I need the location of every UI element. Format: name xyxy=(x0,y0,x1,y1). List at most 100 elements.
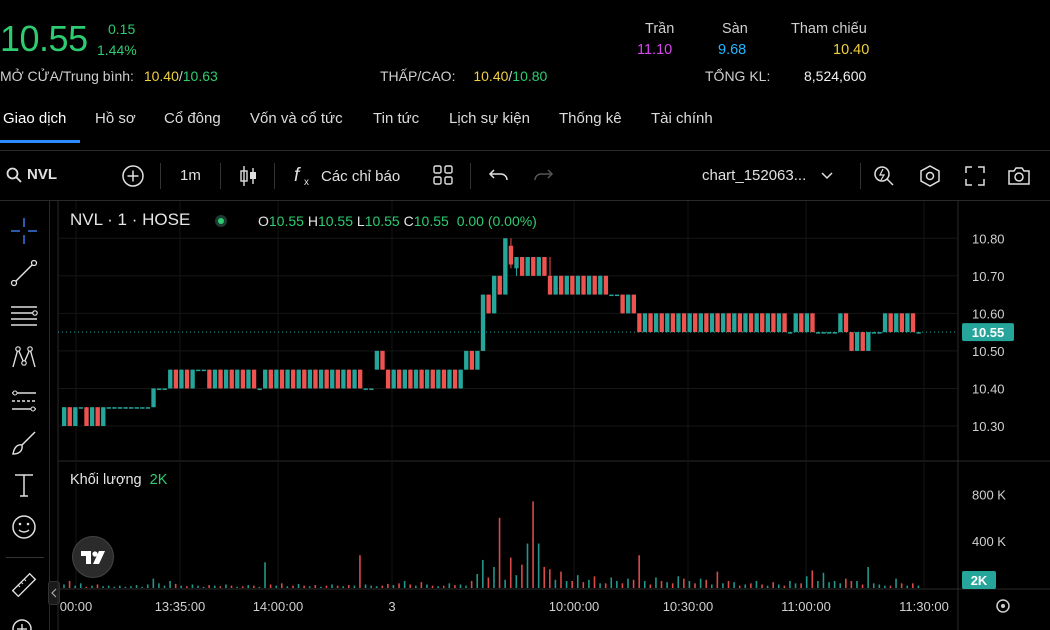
crosshair-tool[interactable] xyxy=(8,215,40,247)
volume-bar xyxy=(889,585,892,588)
time-tick-label: 3 xyxy=(388,599,395,614)
tab-ho-so[interactable]: Hồ sơ xyxy=(95,110,136,127)
tab-tin-tuc[interactable]: Tin tức xyxy=(373,110,420,127)
volume-bar xyxy=(392,585,395,588)
axis-settings-icon xyxy=(996,599,1010,613)
open-avg-label: MỞ CỬA/Trung bình: xyxy=(0,68,134,84)
pattern-tool[interactable] xyxy=(8,342,40,374)
layout-name-button[interactable]: chart_152063... xyxy=(702,167,834,184)
symbol-search-button[interactable]: NVL xyxy=(6,166,57,183)
price-chart[interactable]: 10.80 10.70 10.60 10.50 10.40 10.30 00:00 13:35… xyxy=(0,151,1050,630)
candle xyxy=(497,275,502,295)
candle xyxy=(223,369,229,389)
interval-button[interactable]: 1m xyxy=(180,167,201,184)
volume-bar xyxy=(308,586,311,588)
zoom-in-tool[interactable] xyxy=(8,609,40,630)
emoji-tool[interactable] xyxy=(8,511,40,543)
candle xyxy=(787,332,793,334)
volume-bar xyxy=(554,579,557,588)
volume-bar xyxy=(526,543,529,588)
candle xyxy=(391,369,396,389)
candle xyxy=(313,369,318,389)
volume-bar xyxy=(772,582,774,588)
candle xyxy=(603,275,609,295)
open-ohlc: 10.55 xyxy=(268,213,304,229)
candle xyxy=(620,294,625,314)
volume-bar xyxy=(230,585,233,588)
volume-bar xyxy=(375,586,378,588)
snapshot-button[interactable] xyxy=(1006,164,1032,188)
collapse-toolbar-button[interactable] xyxy=(48,581,60,605)
candle xyxy=(547,275,553,295)
brush-tool[interactable] xyxy=(8,427,40,459)
volume-bar xyxy=(79,583,82,588)
fullscreen-icon xyxy=(965,166,985,186)
fullscreen-button[interactable] xyxy=(963,164,987,188)
volume-bar xyxy=(158,583,160,588)
candle xyxy=(246,369,251,389)
volume-bar xyxy=(264,562,266,588)
price-change: 0.15 xyxy=(108,21,136,37)
grid-icon xyxy=(433,165,453,185)
candle xyxy=(821,332,826,334)
candle xyxy=(452,369,458,389)
candle xyxy=(519,257,525,276)
open-avg-row: MỞ CỬA/Trung bình: 10.40/10.63 xyxy=(0,68,218,84)
volume-bar xyxy=(91,585,93,588)
price-change-percent: 1.44% xyxy=(97,42,137,58)
candle xyxy=(910,313,916,333)
text-icon xyxy=(15,474,33,497)
candle xyxy=(743,313,748,333)
high-ohlc: 10.55 xyxy=(317,213,353,229)
candle xyxy=(653,313,659,333)
candle xyxy=(598,275,603,295)
candle xyxy=(335,369,340,389)
volume-bar xyxy=(593,576,596,588)
redo-button[interactable] xyxy=(532,165,554,185)
volume-bar xyxy=(599,583,601,588)
text-tool[interactable] xyxy=(8,469,40,501)
tab-thong-ke[interactable]: Thống kê xyxy=(559,110,622,127)
volume-bar xyxy=(426,584,428,588)
volume-bar xyxy=(744,584,747,588)
ruler-icon xyxy=(11,572,37,598)
volume-bar xyxy=(532,501,534,588)
volume-bar xyxy=(699,578,702,588)
tab-lich-su-kien[interactable]: Lịch sự kiện xyxy=(449,110,530,127)
volume-bar xyxy=(297,583,300,588)
tradingview-logo[interactable] xyxy=(72,536,114,578)
tab-tai-chinh[interactable]: Tài chính xyxy=(651,110,713,127)
templates-button[interactable] xyxy=(432,164,454,186)
candle xyxy=(614,294,620,297)
prediction-tool[interactable] xyxy=(8,385,40,417)
tab-von-co-tuc[interactable]: Vốn và cổ tức xyxy=(250,110,343,127)
settings-button[interactable] xyxy=(918,164,942,188)
volume-bar xyxy=(68,580,71,588)
tab-giao-dich[interactable]: Giao dịch xyxy=(3,110,67,127)
fib-tool[interactable] xyxy=(8,300,40,332)
tab-co-dong[interactable]: Cổ đông xyxy=(164,110,221,127)
chart-type-button[interactable] xyxy=(238,164,258,188)
volume-tick-label: 800 K xyxy=(972,487,1006,502)
volume-bar xyxy=(236,586,238,588)
quick-search-button[interactable] xyxy=(872,164,896,188)
ceiling-value: 11.10 xyxy=(637,42,673,58)
candle xyxy=(754,313,759,333)
crosshair-icon xyxy=(11,218,37,244)
candle xyxy=(469,350,475,370)
candle xyxy=(592,275,597,295)
volume-bar xyxy=(677,576,680,588)
low-high-row: THẤP/CAO: 10.40/10.80 xyxy=(380,68,548,84)
volume-bar xyxy=(476,573,479,588)
trendline-tool[interactable] xyxy=(8,257,40,289)
volume-bar xyxy=(437,586,439,588)
volume-bar xyxy=(789,580,791,588)
undo-button[interactable] xyxy=(488,165,510,185)
measure-tool[interactable] xyxy=(8,569,40,601)
volume-bar xyxy=(906,585,909,588)
search-icon xyxy=(6,167,22,183)
volume-bar xyxy=(794,583,797,588)
volume-bar xyxy=(459,584,462,588)
compare-button[interactable] xyxy=(121,164,145,188)
